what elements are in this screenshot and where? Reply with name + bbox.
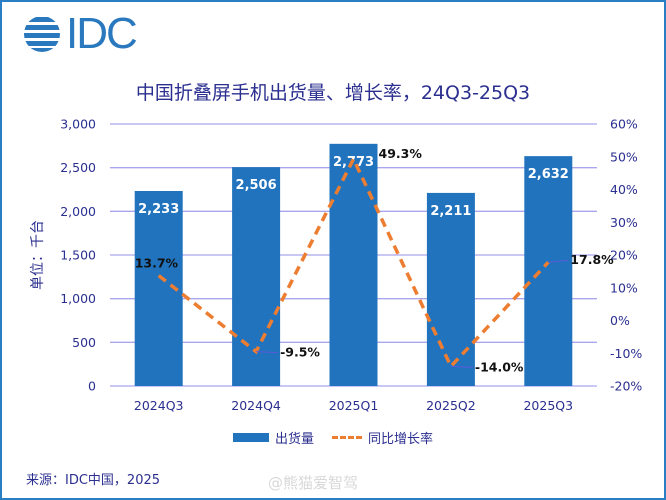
- right-tick-label: 0%: [610, 313, 630, 328]
- bar: [524, 156, 573, 386]
- bar-value-label: 2,632: [528, 167, 569, 182]
- leader-line: [548, 259, 569, 263]
- legend-item-growth: 同比增长率: [332, 428, 433, 447]
- left-tick-label: 1,500: [60, 248, 96, 263]
- growth-value-label: 17.8%: [570, 252, 614, 267]
- right-axis-ticks: -20% -10% 0% 10% 20% 30% 40% 50% 60%: [610, 117, 642, 394]
- right-tick-label: -20%: [610, 379, 642, 394]
- left-tick-label: 1,000: [60, 291, 96, 306]
- chart-title: 中国折叠屏手机出货量、增长率，24Q3-25Q3: [135, 82, 531, 104]
- bar-value-label: 2,233: [138, 202, 179, 217]
- x-tick-label: 2024Q4: [231, 398, 281, 413]
- legend-label-shipments: 出货量: [274, 432, 314, 447]
- growth-value-label: -14.0%: [475, 359, 524, 374]
- x-tick-label: 2025Q1: [329, 398, 379, 413]
- growth-value-label: 13.7%: [135, 256, 179, 271]
- right-tick-label: 50%: [610, 149, 638, 164]
- bar-value-label: 2,211: [430, 204, 471, 219]
- growth-labels: 13.7% -9.5% 49.3% -14.0% 17.8%: [135, 146, 614, 374]
- right-tick-label: 40%: [610, 182, 638, 197]
- growth-line-series: [157, 155, 550, 370]
- x-tick-label: 2024Q3: [134, 398, 184, 413]
- x-tick-label: 2025Q2: [426, 398, 476, 413]
- right-tick-label: 10%: [610, 280, 638, 295]
- idc-logo: IDC: [22, 9, 138, 58]
- legend-item-shipments: 出货量: [232, 428, 314, 447]
- source-note: 来源：IDC中国，2025: [26, 473, 161, 488]
- left-tick-label: 2,500: [60, 160, 96, 175]
- right-tick-label: -10%: [610, 346, 642, 361]
- x-axis-ticks: 2024Q3 2024Q4 2025Q1 2025Q2 2025Q3: [134, 398, 573, 413]
- y-axis-label: 单位：千台: [30, 220, 46, 290]
- left-axis-ticks: 0 500 1,000 1,500 2,000 2,500 3,000: [60, 117, 96, 394]
- dashed-line-swatch-icon: [332, 436, 362, 439]
- growth-value-label: -9.5%: [280, 345, 320, 360]
- legend: 出货量 同比增长率: [0, 428, 666, 447]
- leader-line: [256, 351, 279, 354]
- right-tick-label: 30%: [610, 215, 638, 230]
- logo-text: IDC: [66, 9, 138, 58]
- globe-icon: [24, 17, 60, 52]
- bar-swatch-icon: [232, 433, 269, 442]
- growth-value-label: 49.3%: [379, 146, 423, 161]
- left-tick-label: 2,000: [60, 204, 96, 219]
- right-tick-label: 20%: [610, 248, 638, 263]
- leader-line: [450, 365, 473, 368]
- left-tick-label: 0: [88, 379, 96, 394]
- left-tick-label: 500: [72, 335, 96, 350]
- bar: [329, 143, 378, 386]
- legend-label-growth: 同比增长率: [368, 432, 434, 447]
- watermark: @熊猫爱智驾: [268, 474, 359, 492]
- left-tick-label: 3,000: [60, 117, 96, 132]
- right-tick-label: 60%: [610, 117, 638, 132]
- x-tick-label: 2025Q3: [523, 398, 573, 413]
- bar-value-label: 2,506: [236, 178, 277, 193]
- bar: [426, 192, 475, 386]
- growth-line: [157, 155, 550, 370]
